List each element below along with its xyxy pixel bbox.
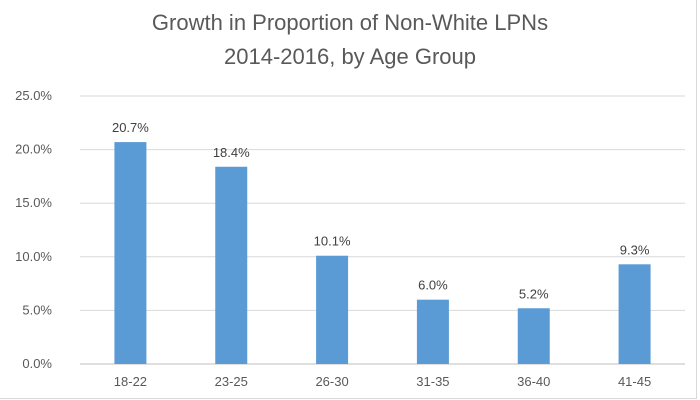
bar xyxy=(215,166,248,364)
data-label: 20.7% xyxy=(112,120,149,135)
y-tick-label: 15.0% xyxy=(15,195,52,210)
data-label: 6.0% xyxy=(418,278,448,293)
data-label: 18.4% xyxy=(213,145,250,160)
y-tick-label: 5.0% xyxy=(22,302,52,317)
x-tick-label: 36-40 xyxy=(517,374,550,389)
bar xyxy=(316,255,349,364)
x-tick-label: 23-25 xyxy=(215,374,248,389)
data-label: 9.3% xyxy=(620,242,650,257)
bar xyxy=(618,264,651,364)
data-label: 5.2% xyxy=(519,286,549,301)
bar xyxy=(517,308,550,364)
x-tick-label: 26-30 xyxy=(315,374,348,389)
chart-title-line-1: Growth in Proportion of Non-White LPNs xyxy=(151,10,549,35)
y-tick-label: 20.0% xyxy=(15,142,52,157)
bar xyxy=(114,142,147,364)
x-tick-label: 41-45 xyxy=(618,374,651,389)
data-label: 10.1% xyxy=(314,234,351,249)
x-tick-label: 31-35 xyxy=(416,374,449,389)
bar xyxy=(416,299,449,364)
y-tick-label: 10.0% xyxy=(15,249,52,264)
chart-title-line-2: 2014-2016, by Age Group xyxy=(224,44,476,69)
x-tick-label: 18-22 xyxy=(114,374,147,389)
y-tick-label: 0.0% xyxy=(22,356,52,371)
y-tick-label: 25.0% xyxy=(15,88,52,103)
